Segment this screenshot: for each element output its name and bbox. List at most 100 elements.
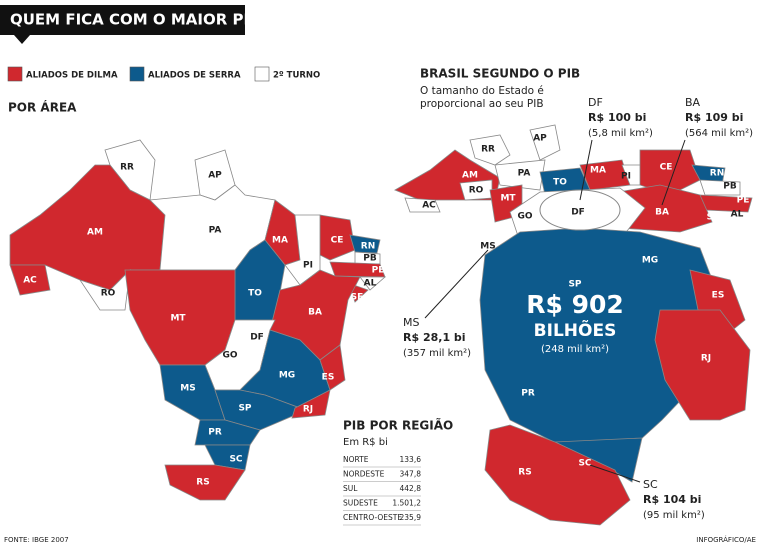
state-label: AP bbox=[208, 171, 222, 181]
callout-state: MS bbox=[403, 316, 419, 329]
state-label: SC bbox=[229, 455, 242, 465]
callout-area: (5,8 mil km²) bbox=[588, 128, 653, 139]
state-label: CE bbox=[660, 163, 673, 173]
state-label: MG bbox=[642, 256, 658, 266]
state-label: RN bbox=[710, 169, 724, 179]
state-label: PE bbox=[737, 196, 750, 206]
state-label: PI bbox=[303, 261, 313, 271]
state-label: RS bbox=[518, 468, 531, 478]
state-area bbox=[319, 344, 346, 391]
state-label: SC bbox=[578, 459, 591, 469]
highlight-area: (248 mil km²) bbox=[541, 344, 609, 355]
state-label: PR bbox=[208, 428, 222, 438]
header-title: QUEM FICA COM O MAIOR PIB bbox=[10, 11, 261, 29]
header-banner bbox=[0, 5, 245, 44]
credit: INFOGRÁFICO/AE bbox=[696, 535, 756, 544]
state-label: PB bbox=[723, 182, 737, 192]
table-cell: 442,8 bbox=[400, 484, 422, 493]
state-area bbox=[194, 419, 261, 446]
state-area bbox=[529, 124, 561, 161]
state-label: MS bbox=[180, 384, 195, 394]
state-label: PI bbox=[621, 172, 631, 182]
callout-value: R$ 109 bi bbox=[685, 111, 743, 124]
state-label: RJ bbox=[701, 354, 711, 364]
table-cell: SUDESTE bbox=[343, 499, 378, 508]
state-label: MA bbox=[590, 166, 606, 176]
state-label: ES bbox=[322, 373, 335, 383]
source: FONTE: IBGE 2007 bbox=[4, 536, 69, 544]
state-label: PE bbox=[372, 266, 385, 276]
state-label: RS bbox=[196, 478, 209, 488]
state-area bbox=[359, 276, 387, 291]
state-label: PA bbox=[209, 226, 222, 236]
state-label: AM bbox=[87, 228, 103, 238]
state-area bbox=[699, 179, 741, 196]
state-area bbox=[469, 134, 511, 166]
table-cell: NORDESTE bbox=[343, 470, 385, 479]
callout-value: R$ 104 bi bbox=[643, 493, 701, 506]
state-label: AM bbox=[462, 171, 478, 181]
state-label: SE bbox=[351, 293, 364, 303]
state-label: SE bbox=[707, 213, 720, 223]
state-label: MS bbox=[480, 242, 495, 252]
callout-area: (357 mil km²) bbox=[403, 348, 471, 359]
table-cell: 133,6 bbox=[400, 455, 422, 464]
state-label: RO bbox=[469, 186, 484, 196]
state-label: RN bbox=[361, 242, 375, 252]
table-cell: 1.501,2 bbox=[392, 499, 421, 508]
state-label: RO bbox=[101, 289, 116, 299]
callout-line bbox=[424, 249, 489, 319]
callout-area: (95 mil km²) bbox=[643, 510, 705, 521]
state-area bbox=[9, 264, 51, 296]
state-label: MA bbox=[272, 236, 288, 246]
legend-swatch bbox=[7, 66, 23, 82]
table-title: PIB POR REGIÃO bbox=[343, 418, 453, 433]
state-label: SP bbox=[568, 280, 581, 290]
state-area bbox=[484, 424, 631, 526]
table-cell: SUL bbox=[343, 484, 358, 493]
state-label: DF bbox=[571, 208, 585, 218]
state-label: BA bbox=[655, 208, 669, 218]
legend-swatch bbox=[254, 66, 270, 82]
table-cell: CENTRO-OESTE bbox=[343, 513, 402, 522]
state-area bbox=[654, 309, 751, 421]
state-area bbox=[291, 389, 331, 419]
callout-line bbox=[661, 139, 686, 206]
state-area bbox=[404, 197, 441, 213]
legend-label: 2º TURNO bbox=[273, 71, 320, 81]
callout-state: DF bbox=[588, 96, 603, 109]
state-label: MT bbox=[500, 194, 516, 204]
legend-label: ALIADOS DE SERRA bbox=[148, 71, 241, 81]
callout-value: R$ 100 bi bbox=[588, 111, 646, 124]
annotations: DF R$ 100 bi (5,8 mil km²) BA R$ 109 bi (564 … bbox=[403, 96, 753, 521]
state-label: MT bbox=[170, 314, 186, 324]
state-label: SP bbox=[238, 404, 251, 414]
highlight-value: R$ 902 bbox=[526, 290, 624, 319]
state-label: DF bbox=[250, 333, 264, 343]
legend-swatch bbox=[129, 66, 145, 82]
state-area bbox=[494, 159, 546, 191]
state-label: BA bbox=[308, 308, 322, 318]
pib-map-title: BRASIL SEGUNDO O PIB bbox=[420, 67, 580, 81]
state-label: GO bbox=[517, 212, 532, 222]
state-label: AC bbox=[23, 276, 37, 286]
callout-line bbox=[589, 464, 641, 483]
table-cell: NORTE bbox=[343, 455, 369, 464]
state-area bbox=[539, 189, 621, 231]
pib-map-subtitle: proporcional ao seu PIB bbox=[420, 98, 544, 110]
pib-map-subtitle: O tamanho do Estado é bbox=[420, 85, 544, 97]
state-label: AL bbox=[364, 279, 377, 289]
state-label: TO bbox=[553, 178, 567, 188]
callout-line bbox=[579, 139, 593, 201]
state-label: RR bbox=[481, 145, 495, 155]
state-label: AP bbox=[533, 134, 547, 144]
table-cell: 235,9 bbox=[400, 513, 422, 522]
state-label: PB bbox=[363, 254, 377, 264]
area-map-title: POR ÁREA bbox=[8, 100, 77, 115]
highlight-unit: BILHÕES bbox=[534, 318, 617, 341]
state-area bbox=[164, 464, 246, 501]
state-label: TO bbox=[248, 289, 262, 299]
